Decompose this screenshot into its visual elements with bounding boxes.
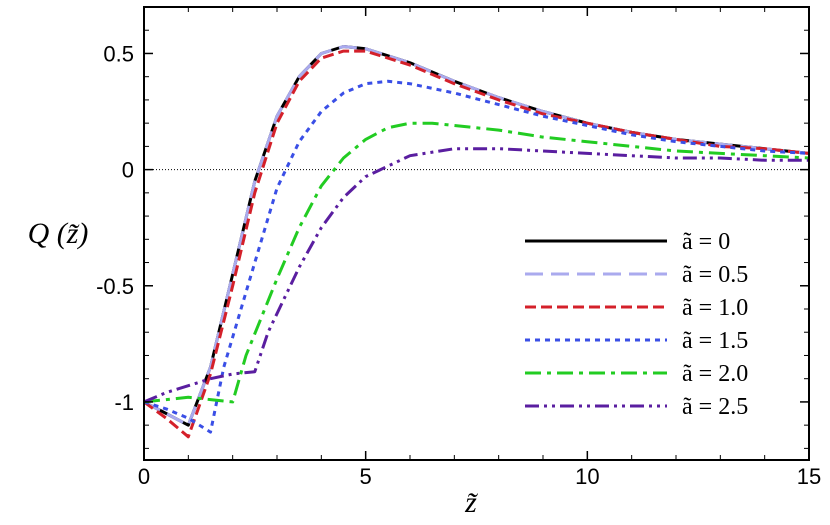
- y-tick-label: -0.5: [96, 274, 134, 299]
- series-line-6: [143, 147, 809, 404]
- tick-layer: 0 5 10 15 0.5 0 -0.5 -1: [96, 6, 821, 489]
- series-line-5: [143, 121, 810, 404]
- legend-label-6: ã = 2.5: [682, 394, 748, 420]
- x-tick-label: 5: [360, 464, 372, 489]
- legend-label-1: ã = 0: [682, 229, 730, 255]
- series-line-3: [143, 49, 810, 439]
- y-tick-label: 0: [122, 158, 134, 183]
- y-tick-label: 0.5: [103, 41, 134, 66]
- legend-label-5: ã = 2.0: [682, 361, 748, 387]
- series-line-2: [143, 45, 810, 427]
- y-tick-label: -1: [114, 390, 134, 415]
- legend-label-4: ã = 1.5: [682, 328, 748, 354]
- x-tick-label: 10: [575, 464, 599, 489]
- y-axis-title: Q (z̃): [28, 217, 89, 250]
- x-tick-label: 15: [797, 464, 821, 489]
- series-line-4: [143, 79, 810, 434]
- x-tick-label: 0: [138, 464, 150, 489]
- legend-label-3: ã = 1.0: [682, 295, 748, 321]
- series-layer: [143, 45, 810, 439]
- legend: ã = 0 ã = 0.5 ã = 1.0 ã = 1.5 ã = 2.0 ã = 2.5: [525, 229, 748, 420]
- x-axis-title: z̃: [464, 486, 478, 519]
- legend-label-2: ã = 0.5: [682, 262, 748, 288]
- plot-frame: [143, 6, 810, 461]
